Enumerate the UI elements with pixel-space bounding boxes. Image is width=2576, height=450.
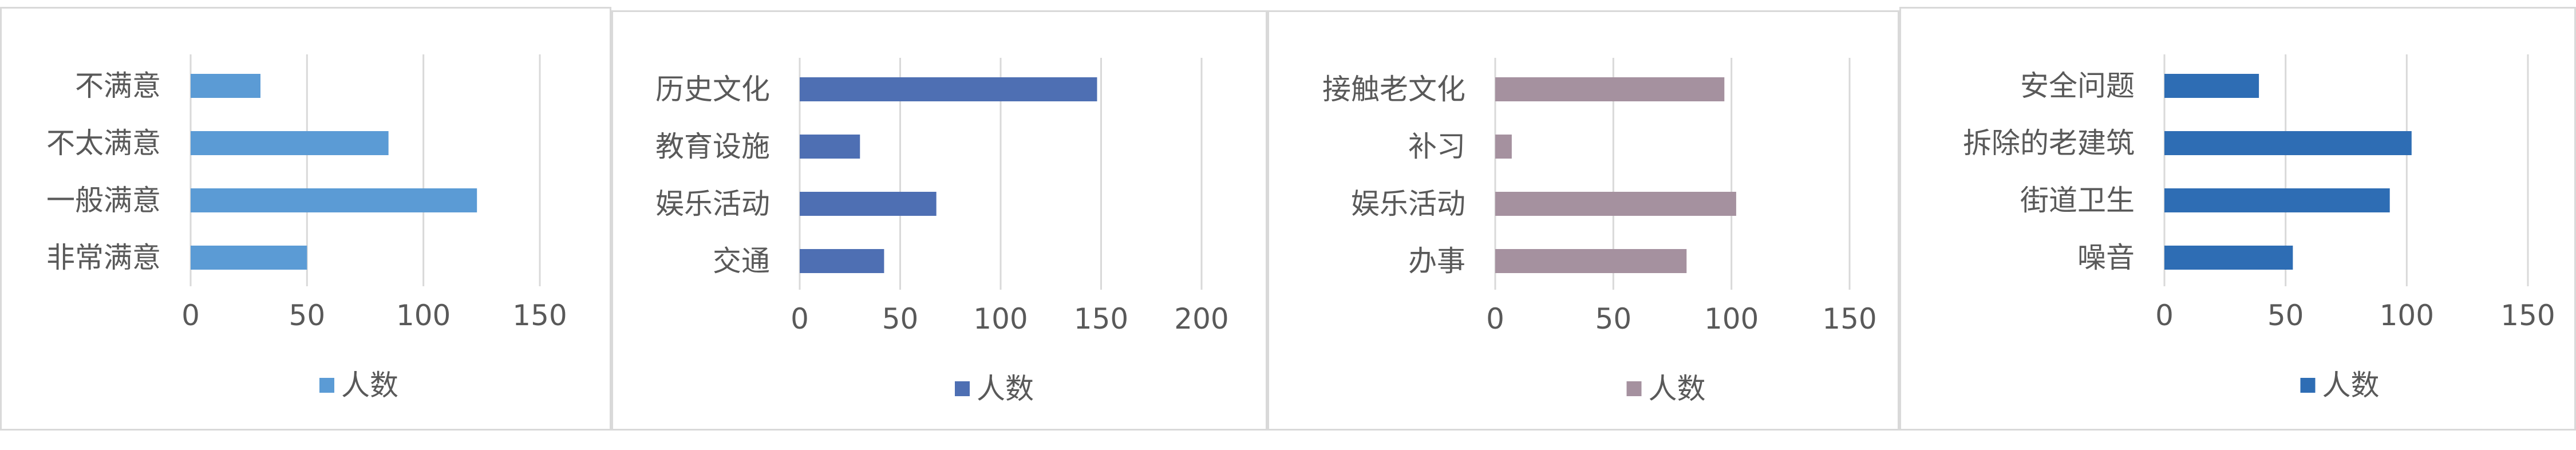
category-label: 街道卫生	[2020, 184, 2135, 217]
x-tick-label: 100	[973, 302, 1028, 335]
category-label: 娱乐活动	[655, 187, 770, 220]
category-label: 非常满意	[46, 241, 161, 274]
bar	[800, 77, 1097, 101]
legend-swatch	[2300, 378, 2316, 393]
x-tick-label: 0	[181, 299, 200, 332]
x-tick-label: 150	[512, 299, 567, 332]
category-label: 补习	[1408, 130, 1465, 163]
bar	[191, 188, 477, 212]
bar	[191, 74, 260, 98]
bar	[2164, 188, 2390, 212]
bar	[1495, 77, 1725, 101]
category-label: 噪音	[2077, 241, 2135, 274]
x-tick-label: 150	[1822, 302, 1876, 335]
category-label: 一般满意	[46, 184, 161, 217]
bar	[800, 249, 884, 273]
legend-label: 人数	[341, 369, 398, 402]
bar	[2164, 74, 2259, 98]
legend-swatch	[1626, 381, 1642, 396]
category-label: 历史文化	[655, 73, 770, 106]
bar	[800, 135, 860, 159]
x-tick-label: 100	[2380, 299, 2434, 332]
x-tick-label: 50	[882, 302, 919, 335]
legend-swatch	[319, 378, 334, 393]
category-label: 安全问题	[2020, 69, 2135, 102]
bar	[1495, 249, 1687, 273]
category-label: 交通	[713, 244, 770, 278]
x-tick-label: 150	[1074, 302, 1128, 335]
category-label: 教育设施	[655, 130, 770, 163]
x-tick-label: 0	[2155, 299, 2174, 332]
legend-label: 人数	[1649, 372, 1706, 405]
chart-panel-problems: 安全问题拆除的老建筑街道卫生噪音 0 50 100 150 人数	[1899, 7, 2576, 431]
x-tick-label: 100	[1704, 302, 1759, 335]
bar	[2164, 246, 2293, 270]
legend-label: 人数	[977, 372, 1034, 405]
chart-panel-purpose: 接触老文化补习娱乐活动办事 0 50 100 150 人数	[1267, 10, 1899, 431]
legend-label: 人数	[2322, 369, 2380, 402]
legend-swatch	[955, 381, 970, 396]
chart-panel-attraction: 历史文化教育设施娱乐活动交通 0 50 100 150 200 人数	[611, 10, 1267, 431]
category-label: 拆除的老建筑	[1963, 127, 2135, 160]
bar	[1495, 192, 1736, 216]
category-label: 接触老文化	[1322, 73, 1465, 106]
x-tick-label: 100	[396, 299, 451, 332]
category-label: 办事	[1408, 244, 1465, 278]
category-label: 娱乐活动	[1351, 187, 1465, 220]
x-tick-label: 200	[1174, 302, 1228, 335]
x-tick-label: 150	[2500, 299, 2555, 332]
bar	[191, 246, 307, 270]
bar	[800, 192, 937, 216]
x-tick-label: 0	[791, 302, 809, 335]
x-tick-label: 50	[2267, 299, 2304, 332]
bar	[2164, 131, 2412, 155]
bar	[191, 131, 389, 155]
x-tick-label: 50	[289, 299, 326, 332]
x-tick-label: 50	[1595, 302, 1632, 335]
category-label: 不太满意	[46, 127, 161, 160]
bar	[1495, 135, 1512, 159]
category-label: 不满意	[75, 69, 161, 102]
x-tick-label: 0	[1486, 302, 1504, 335]
chart-panel-satisfaction: 不满意不太满意一般满意非常满意 0 50 100 150 人数	[0, 7, 611, 431]
